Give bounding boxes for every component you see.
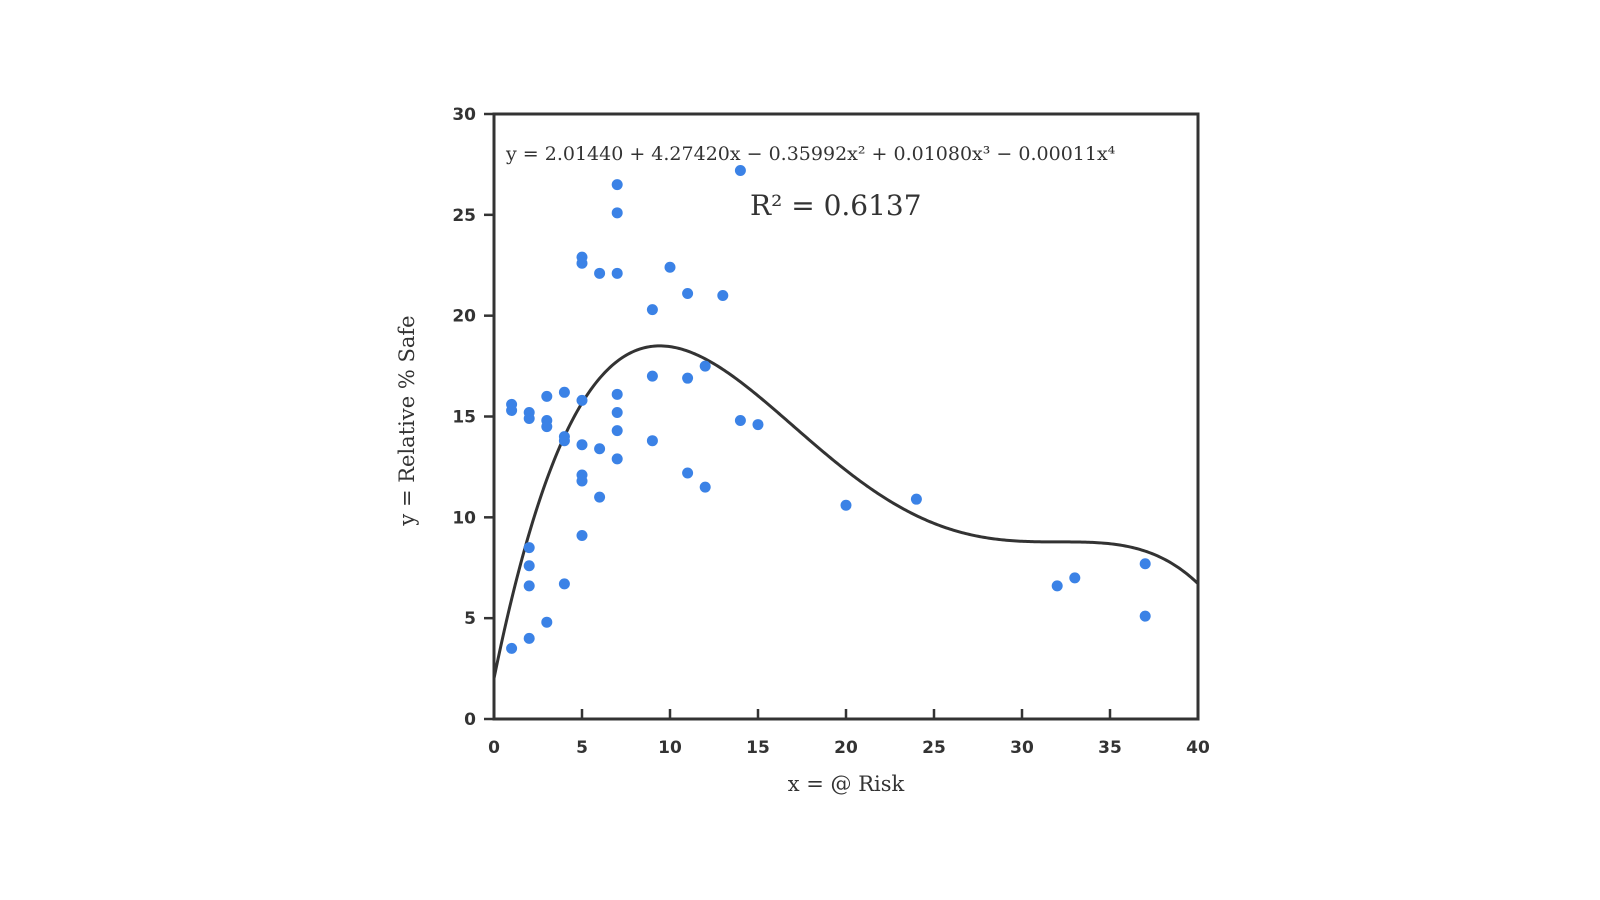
data-point bbox=[1139, 558, 1151, 570]
r-squared-label: R² = 0.6137 bbox=[750, 189, 922, 222]
data-point bbox=[734, 164, 746, 176]
data-point bbox=[523, 632, 535, 644]
y-axis-ticks: 0 5 10 15 20 25 30 bbox=[452, 105, 494, 730]
y-tick-label: 15 bbox=[452, 408, 476, 428]
data-point bbox=[558, 578, 570, 590]
x-tick-label: 35 bbox=[1098, 738, 1122, 758]
data-point bbox=[611, 406, 623, 418]
data-point bbox=[506, 642, 518, 654]
data-point bbox=[576, 257, 588, 269]
data-point bbox=[558, 386, 570, 398]
data-point bbox=[594, 443, 606, 455]
y-tick-label: 25 bbox=[452, 206, 476, 226]
data-point bbox=[594, 491, 606, 503]
data-point bbox=[682, 467, 694, 479]
x-axis-label: x = @ Risk bbox=[788, 772, 905, 796]
data-point bbox=[523, 560, 535, 572]
x-tick-label: 40 bbox=[1186, 738, 1210, 758]
data-point bbox=[611, 179, 623, 191]
data-point bbox=[576, 439, 588, 451]
data-point bbox=[611, 207, 623, 219]
data-point bbox=[664, 261, 676, 273]
data-point bbox=[541, 421, 553, 433]
data-point bbox=[576, 394, 588, 406]
data-point bbox=[699, 481, 711, 493]
data-point bbox=[611, 267, 623, 279]
x-tick-label: 25 bbox=[922, 738, 946, 758]
y-tick-label: 20 bbox=[452, 307, 476, 327]
plot-area-frame bbox=[492, 112, 1200, 721]
data-point bbox=[523, 542, 535, 554]
trend-curve bbox=[492, 344, 1200, 679]
data-point bbox=[1139, 610, 1151, 622]
y-tick-label: 10 bbox=[452, 508, 476, 528]
data-point bbox=[699, 360, 711, 372]
data-point bbox=[611, 453, 623, 465]
x-tick-label: 30 bbox=[1010, 738, 1034, 758]
x-tick-label: 15 bbox=[746, 738, 770, 758]
data-point bbox=[752, 419, 764, 431]
data-point bbox=[558, 435, 570, 447]
data-point bbox=[576, 529, 588, 541]
data-point bbox=[646, 304, 658, 316]
data-point bbox=[523, 580, 535, 592]
y-axis-label: y = Relative % Safe bbox=[395, 315, 419, 526]
x-tick-label: 10 bbox=[658, 738, 682, 758]
data-point bbox=[576, 475, 588, 487]
data-points bbox=[506, 164, 1151, 654]
data-point bbox=[506, 404, 518, 416]
x-tick-label: 0 bbox=[488, 738, 500, 758]
data-point bbox=[717, 290, 729, 301]
data-point bbox=[523, 413, 535, 425]
data-point bbox=[1051, 580, 1063, 592]
y-tick-label: 5 bbox=[464, 609, 476, 629]
data-point bbox=[682, 287, 694, 299]
y-tick-label: 30 bbox=[452, 105, 476, 125]
data-point bbox=[594, 267, 606, 279]
data-point bbox=[840, 499, 852, 511]
x-tick-label: 5 bbox=[576, 738, 588, 758]
data-point bbox=[611, 425, 623, 437]
x-tick-label: 20 bbox=[834, 738, 858, 758]
x-axis-ticks: 0 5 10 15 20 25 30 35 40 bbox=[488, 709, 1210, 758]
data-point bbox=[611, 388, 623, 400]
y-tick-label: 0 bbox=[464, 710, 476, 730]
data-point bbox=[541, 390, 553, 402]
data-point bbox=[910, 493, 922, 505]
regression-equation: y = 2.01440 + 4.27420x − 0.35992x² + 0.0… bbox=[505, 143, 1116, 165]
data-point bbox=[682, 372, 694, 384]
data-point bbox=[541, 616, 553, 628]
data-point bbox=[646, 370, 658, 382]
data-point bbox=[646, 435, 658, 447]
data-point bbox=[1069, 572, 1081, 584]
data-point bbox=[734, 415, 746, 427]
